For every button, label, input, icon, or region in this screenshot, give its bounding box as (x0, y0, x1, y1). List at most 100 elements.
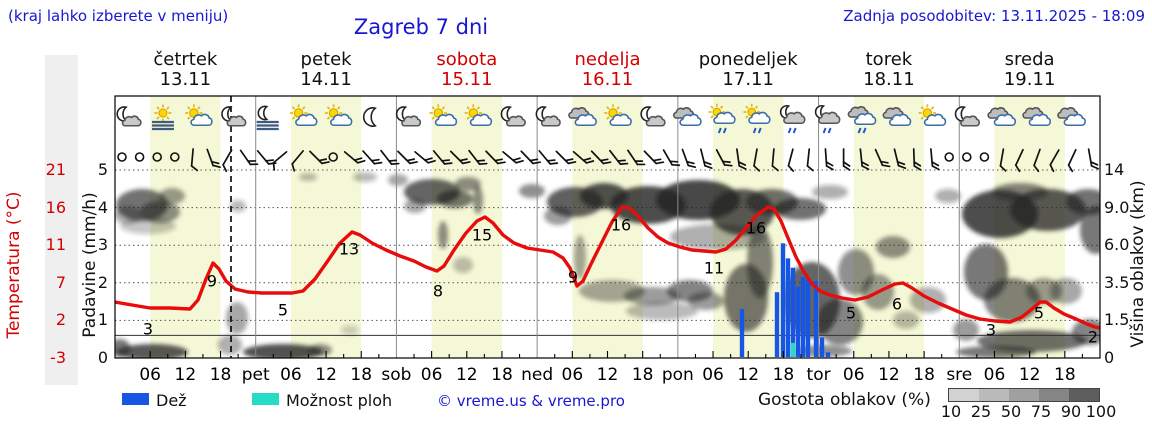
wind-barb-icon (824, 148, 834, 171)
weather-icons-row (116, 103, 1086, 134)
wind-barb-icon (681, 148, 697, 169)
wind-barb-icon (643, 150, 665, 165)
x-axis-label: sob (381, 365, 411, 385)
daylight-band (572, 96, 643, 358)
moon-cloud-icon (221, 106, 247, 127)
wind-barb-icon (272, 151, 288, 171)
cloud-height-tick: 6.0 (1104, 235, 1130, 255)
density-tick-label: 75 (1030, 402, 1052, 421)
cloud-height-tick: 14 (1104, 160, 1125, 179)
temperature-value-label: 8 (433, 282, 443, 301)
day-date: 18.11 (863, 69, 915, 90)
x-axis-label: 12 (597, 365, 619, 385)
cloud-height-tick: 0 (1104, 348, 1115, 367)
temperature-value-label: 3 (143, 320, 153, 339)
temperature-value-label: 3 (986, 321, 996, 340)
wind-barb-icon (555, 150, 577, 165)
sun-cloud-icon (918, 104, 947, 127)
x-axis-label: 18 (350, 365, 372, 385)
sun-cloud-icon (324, 104, 353, 127)
wind-barb-icon (190, 148, 199, 172)
moon-rain-icon (779, 104, 806, 134)
wind-barb-icon (343, 151, 366, 164)
day-date: 14.11 (300, 69, 352, 90)
temperature-tick: 2 (55, 310, 66, 330)
wind-barb-icon (736, 148, 747, 170)
x-axis-label: 06 (562, 365, 584, 385)
rain-swatch (122, 393, 149, 405)
wind-barb-icon (397, 150, 418, 165)
clouds-icon (1057, 107, 1086, 127)
wind-barbs-row (117, 148, 1100, 173)
day-date: 17.11 (722, 69, 774, 90)
x-axis-label: 06 (280, 365, 302, 385)
precipitation-tick: 5 (97, 160, 108, 179)
wind-barb-icon (468, 149, 488, 165)
clouds-icon (672, 107, 702, 127)
daylight-band (290, 96, 362, 358)
x-axis-label: 18 (773, 365, 795, 385)
day-date: 16.11 (581, 69, 634, 90)
wind-barb-icon (700, 148, 713, 170)
x-axis-label: 12 (737, 365, 759, 385)
day-name: petek (300, 49, 352, 70)
day-name: ponedeljek (698, 49, 798, 70)
sun-cloud-icon (604, 104, 632, 127)
temperature-value-label: 15 (472, 226, 492, 245)
x-axis-label: 18 (491, 365, 513, 385)
x-axis-label: 12 (1019, 365, 1041, 385)
x-axis-label: tor (807, 365, 831, 385)
moon-cloud-icon (640, 106, 666, 127)
wind-barb-icon (449, 150, 471, 165)
calm-wind-icon (961, 152, 972, 162)
day-header: torek 18.11 (819, 50, 960, 90)
legend: Dež Možnost ploh © vreme.us & vreme.pro … (0, 386, 1152, 426)
day-header: sobota 15.11 (396, 50, 537, 90)
menu-hint: (kraj lahko izberete v meniju) (8, 7, 229, 25)
rain-legend-label: Dež (156, 391, 187, 410)
calm-wind-icon (979, 152, 990, 162)
moon-rain-icon (814, 104, 841, 134)
moon-fog-icon (256, 105, 279, 131)
sun-cloud-icon (185, 104, 213, 127)
temperature-value-label: 2 (1088, 328, 1098, 347)
sun-cloud-icon (429, 104, 458, 127)
copyright: © vreme.us & vreme.pro (437, 392, 625, 410)
cloud-height-tick: 9.0 (1104, 197, 1130, 217)
wind-barb-icon (715, 149, 733, 167)
clouds-icon (882, 107, 912, 127)
wind-barb-icon (572, 150, 595, 164)
wind-barb-icon (485, 150, 506, 165)
temperature-value-label: 13 (339, 240, 359, 259)
day-name: nedelja (574, 49, 641, 70)
wind-barb-icon (256, 150, 277, 165)
cloud-height-tick: 1.5 (1104, 310, 1130, 330)
wind-barb-icon (309, 150, 330, 165)
moon-cloud-icon (535, 106, 561, 127)
x-axis-label: sre (946, 365, 972, 385)
wind-barb-icon (912, 148, 922, 171)
temperature-value-label: 9 (568, 268, 578, 287)
density-tick-label: 90 (1060, 402, 1082, 421)
temperature-value-label: 6 (892, 295, 902, 314)
x-axis-label: 12 (315, 365, 337, 385)
day-date: 13.11 (159, 69, 212, 90)
x-axis-label: 06 (139, 365, 161, 385)
page-title: Zagreb 7 dni (353, 15, 489, 39)
temperature-tick: 11 (45, 235, 66, 255)
density-tick-label: 100 (1085, 402, 1117, 421)
wind-barb-icon (362, 150, 383, 165)
moon-cloud-icon (500, 106, 526, 127)
temperature-tick: 16 (45, 197, 66, 217)
wind-barb-icon (1014, 148, 1024, 173)
day-date: 19.11 (1003, 69, 1056, 90)
x-axis-label: 18 (913, 365, 935, 385)
temperature-curve (115, 205, 1100, 330)
wind-barb-icon (520, 150, 541, 165)
cloud-height-tick: 3.5 (1104, 272, 1130, 292)
wind-barb-icon (538, 150, 559, 165)
clouds-icon (987, 107, 1017, 127)
density-tick-label: 10 (940, 402, 962, 421)
moon-icon (362, 107, 377, 127)
